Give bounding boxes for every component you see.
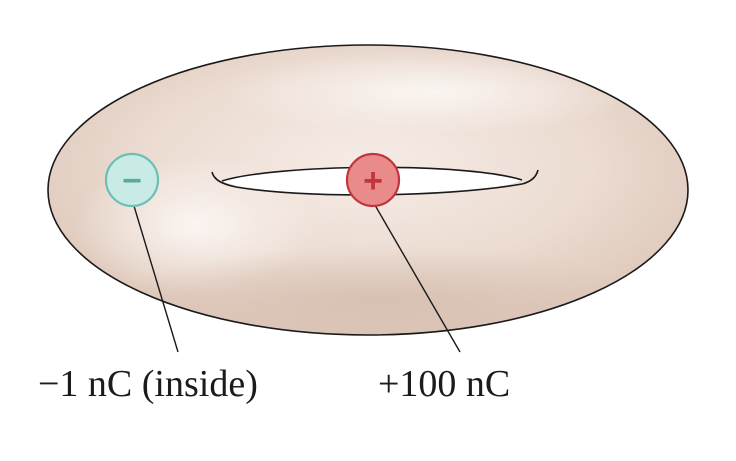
- positive-charge-marker: +: [345, 152, 401, 208]
- positive-leader-line: [371, 199, 461, 353]
- positive-charge-label: +100 nC: [378, 363, 511, 405]
- negative-charge-label: −1 nC (inside): [38, 363, 258, 405]
- negative-leader-line: [133, 205, 179, 353]
- negative-charge-marker: −: [104, 152, 160, 208]
- negative-sign: −: [122, 162, 142, 200]
- positive-sign: +: [363, 162, 383, 200]
